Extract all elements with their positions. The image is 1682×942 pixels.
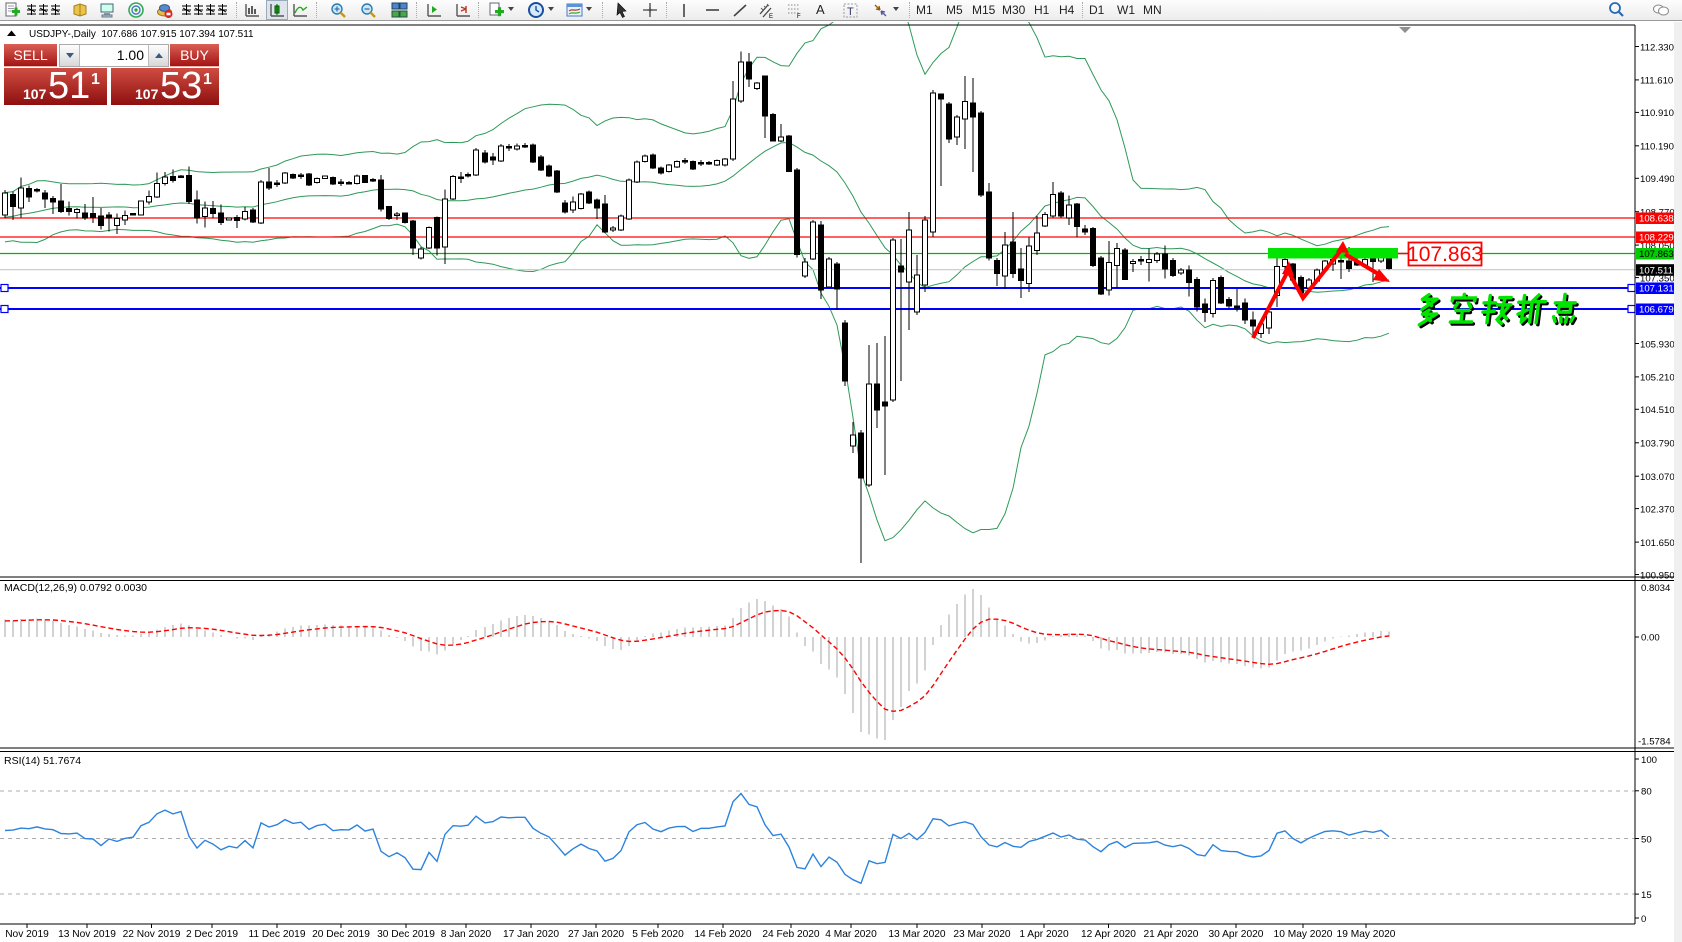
svg-text:RSI(14) 51.7674: RSI(14) 51.7674 bbox=[4, 755, 81, 767]
svg-text:11 Dec 2019: 11 Dec 2019 bbox=[248, 929, 305, 940]
svg-text:13 Mar 2020: 13 Mar 2020 bbox=[888, 929, 946, 940]
svg-text:107.863: 107.863 bbox=[1639, 249, 1674, 260]
svg-text:12 Apr 2020: 12 Apr 2020 bbox=[1081, 929, 1136, 940]
svg-text:100: 100 bbox=[1641, 755, 1657, 766]
svg-text:110.910: 110.910 bbox=[1640, 108, 1674, 119]
svg-text:80: 80 bbox=[1641, 787, 1652, 798]
svg-text:8 Jan 2020: 8 Jan 2020 bbox=[441, 929, 492, 940]
svg-text:103.790: 103.790 bbox=[1640, 439, 1675, 450]
svg-text:103.070: 103.070 bbox=[1640, 472, 1675, 483]
svg-text:13 Nov 2019: 13 Nov 2019 bbox=[58, 929, 116, 940]
svg-text:108.050: 108.050 bbox=[1640, 241, 1675, 252]
svg-text:108.229: 108.229 bbox=[1639, 233, 1674, 244]
svg-text:102.370: 102.370 bbox=[1640, 504, 1675, 515]
svg-text:F: F bbox=[797, 14, 801, 19]
svg-text:17 Jan 2020: 17 Jan 2020 bbox=[503, 929, 559, 940]
svg-text:108.638: 108.638 bbox=[1639, 214, 1674, 225]
svg-text:105.210: 105.210 bbox=[1640, 373, 1675, 384]
svg-text:101.650: 101.650 bbox=[1640, 538, 1675, 549]
svg-text:15: 15 bbox=[1641, 890, 1652, 901]
svg-text:0.8034: 0.8034 bbox=[1641, 583, 1671, 594]
svg-text:14 Feb 2020: 14 Feb 2020 bbox=[694, 929, 752, 940]
svg-text:110.190: 110.190 bbox=[1640, 142, 1674, 153]
svg-text:0: 0 bbox=[1641, 914, 1646, 925]
svg-text:USDJPY-,Daily 107.686 107.915: USDJPY-,Daily 107.686 107.915 107.394 10… bbox=[29, 29, 254, 40]
svg-text:107.511: 107.511 bbox=[1639, 265, 1673, 276]
svg-text:104.510: 104.510 bbox=[1640, 405, 1675, 416]
svg-text:22 Nov 2019: 22 Nov 2019 bbox=[123, 929, 181, 940]
svg-text:30 Dec 2019: 30 Dec 2019 bbox=[377, 929, 435, 940]
svg-text:50: 50 bbox=[1641, 834, 1652, 845]
svg-text:Nov 2019: Nov 2019 bbox=[5, 929, 49, 940]
svg-text:107.350: 107.350 bbox=[1640, 273, 1675, 284]
svg-text:21 Apr 2020: 21 Apr 2020 bbox=[1144, 929, 1199, 940]
svg-text:107.131: 107.131 bbox=[1639, 284, 1674, 295]
svg-text:0.00: 0.00 bbox=[1641, 633, 1660, 644]
svg-text:1 Apr 2020: 1 Apr 2020 bbox=[1019, 929, 1069, 940]
svg-text:20 Dec 2019: 20 Dec 2019 bbox=[312, 929, 370, 940]
svg-text:30 Apr 2020: 30 Apr 2020 bbox=[1209, 929, 1264, 940]
svg-text:19 May 2020: 19 May 2020 bbox=[1337, 929, 1396, 940]
svg-text:107.863: 107.863 bbox=[1407, 243, 1483, 266]
svg-text:111.610: 111.610 bbox=[1640, 76, 1673, 87]
svg-text:10 May 2020: 10 May 2020 bbox=[1274, 929, 1333, 940]
svg-text:-1.5784: -1.5784 bbox=[1638, 737, 1671, 748]
svg-text:MACD(12,26,9) 0.0792 0.0030: MACD(12,26,9) 0.0792 0.0030 bbox=[4, 582, 147, 594]
svg-text:27 Jan 2020: 27 Jan 2020 bbox=[568, 929, 624, 940]
svg-text:109.490: 109.490 bbox=[1640, 174, 1675, 185]
svg-text:105.930: 105.930 bbox=[1640, 339, 1675, 350]
svg-text:106.679: 106.679 bbox=[1639, 305, 1674, 316]
svg-text:23 Mar 2020: 23 Mar 2020 bbox=[953, 929, 1011, 940]
svg-text:112.330: 112.330 bbox=[1640, 42, 1674, 53]
svg-text:5 Feb 2020: 5 Feb 2020 bbox=[632, 929, 684, 940]
svg-text:4 Mar 2020: 4 Mar 2020 bbox=[825, 929, 877, 940]
svg-text:100.950: 100.950 bbox=[1640, 570, 1675, 581]
svg-text:E: E bbox=[769, 14, 773, 19]
svg-text:2 Dec 2019: 2 Dec 2019 bbox=[186, 929, 238, 940]
svg-text:T: T bbox=[847, 6, 854, 18]
svg-text:24 Feb 2020: 24 Feb 2020 bbox=[762, 929, 820, 940]
